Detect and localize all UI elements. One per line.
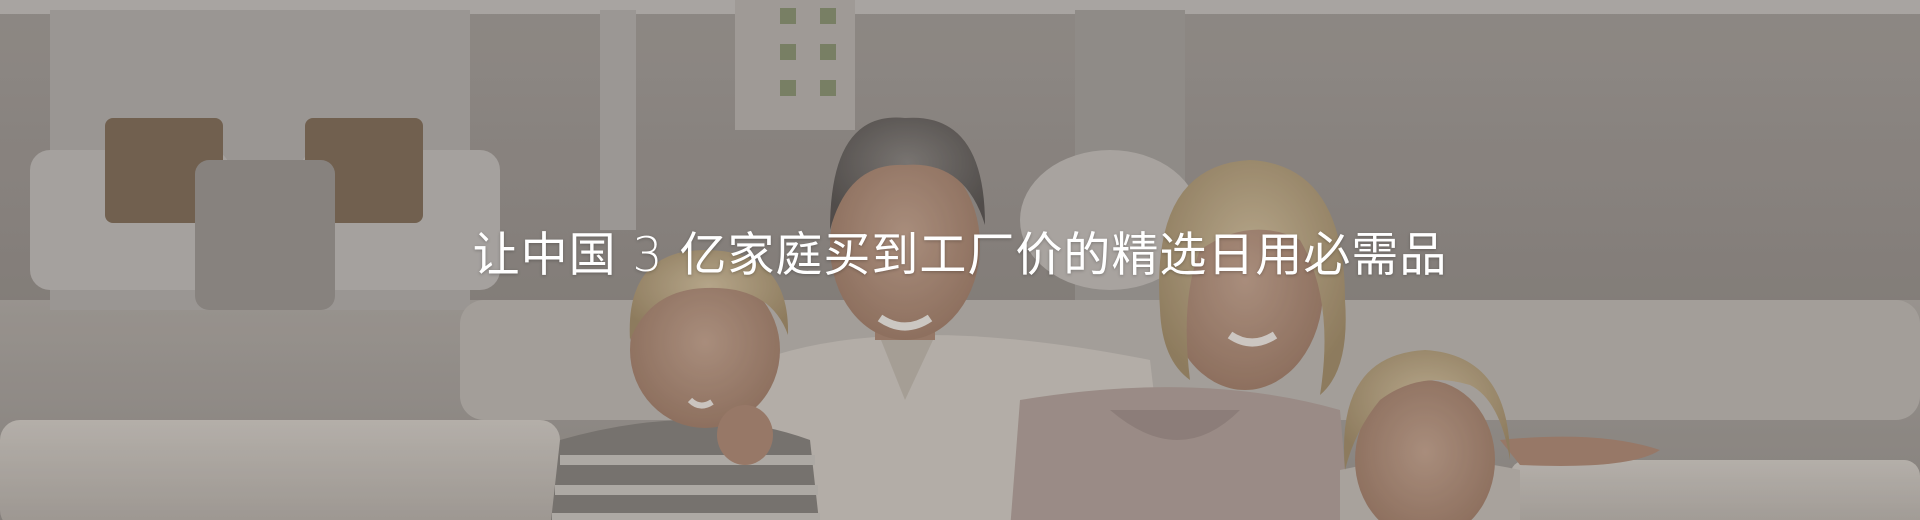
banner-headline: 让中国 3 亿家庭买到工厂价的精选日用必需品 bbox=[472, 228, 1448, 283]
